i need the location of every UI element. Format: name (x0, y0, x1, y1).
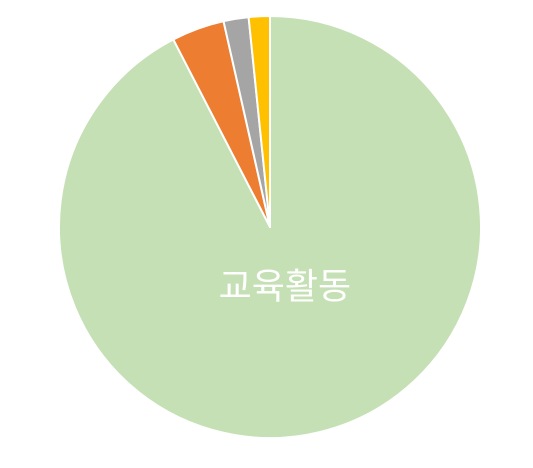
pie-labels: 교육활동 (219, 267, 351, 308)
pie-slice-3 (247, 15, 271, 228)
pie-slice-label-0: 교육활동 (219, 267, 351, 308)
pie-slices (58, 15, 482, 439)
